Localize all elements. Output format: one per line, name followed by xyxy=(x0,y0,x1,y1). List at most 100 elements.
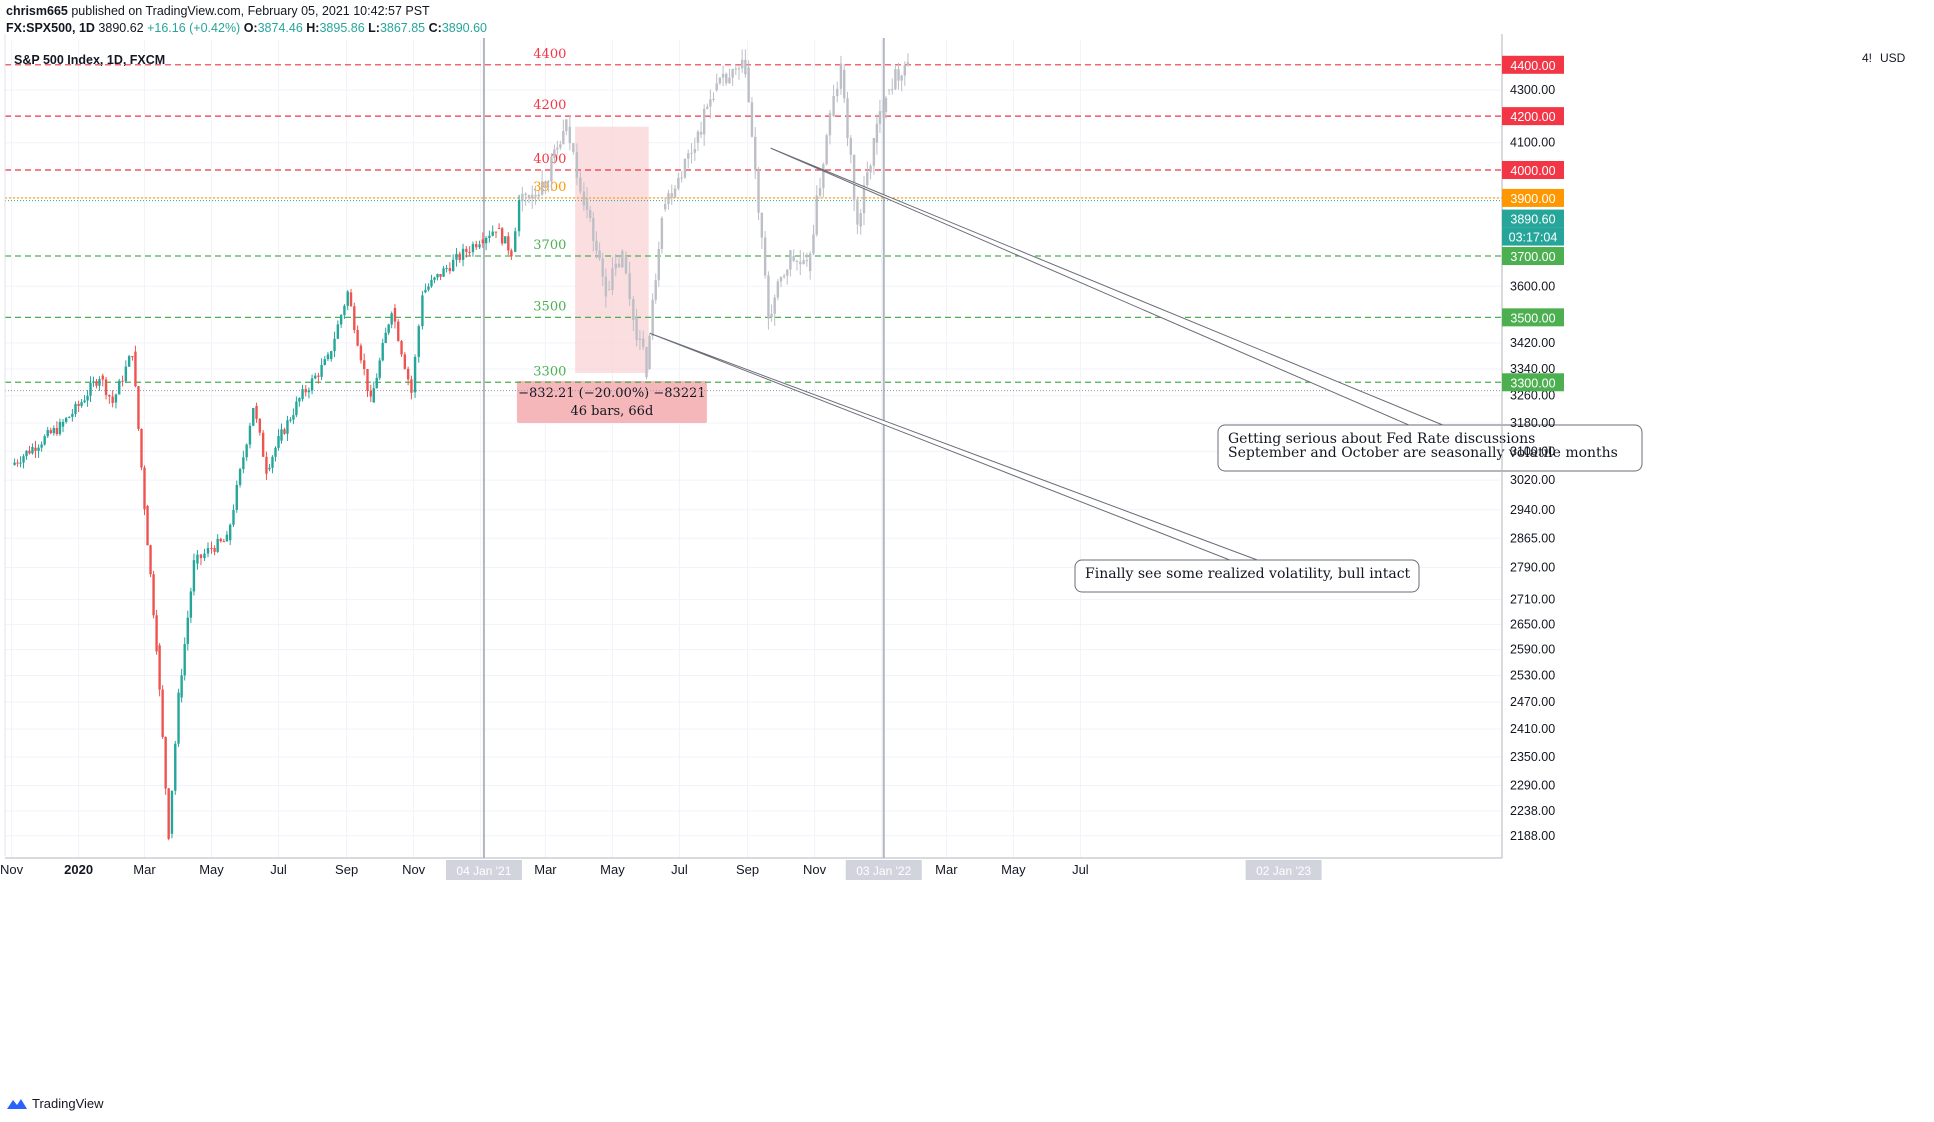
measure-label-line1: −832.21 (−20.00%) −83221 xyxy=(518,386,706,401)
candle-body xyxy=(737,68,741,70)
candle-body xyxy=(80,402,83,406)
x-tick-label: Sep xyxy=(335,862,358,877)
footer-brand: TradingView xyxy=(6,1096,104,1111)
y-axis-top-partial: 4! xyxy=(1862,51,1872,65)
y-tick-label: 3600.00 xyxy=(1510,279,1555,293)
level-price-tag xyxy=(1502,55,1564,74)
level-price-tag-text: 4400.00 xyxy=(1510,59,1555,73)
candle-body xyxy=(540,181,544,195)
countdown-tag-text: 03:17:04 xyxy=(1509,231,1558,245)
candle-body xyxy=(140,428,143,468)
candle-body xyxy=(375,377,378,389)
y-tick-label: 3340.00 xyxy=(1510,362,1555,376)
level-lines: 4400 4200 4000 3900 3700 3500 3300 xyxy=(5,38,1502,858)
candle-body xyxy=(448,268,452,272)
y-tick-label: 4100.00 xyxy=(1510,136,1555,150)
high-value: 3895.86 xyxy=(319,21,365,35)
level-price-tag xyxy=(1502,188,1564,207)
callout-text: September and October are seasonally vol… xyxy=(1228,445,1618,461)
candle-body xyxy=(314,375,317,379)
candle-body xyxy=(693,149,697,153)
candle-body xyxy=(330,351,333,360)
candle-body xyxy=(242,457,245,470)
candle-body xyxy=(900,75,903,81)
candle-body xyxy=(304,389,307,393)
symbol-label[interactable]: FX:SPX500, 1D xyxy=(6,21,95,35)
candle-body xyxy=(245,444,248,458)
candle-body xyxy=(310,378,314,391)
candle-body xyxy=(598,250,601,259)
candle-body xyxy=(595,240,598,251)
level-label: 3900 xyxy=(533,180,566,195)
candle-body xyxy=(491,231,494,236)
candle-body xyxy=(346,291,349,306)
candle-body xyxy=(632,299,635,320)
candle-body xyxy=(744,59,747,75)
candle-body xyxy=(638,338,642,341)
callout-text: Getting serious about Fed Rate discussio… xyxy=(1228,431,1535,447)
candle-body xyxy=(390,313,393,325)
x-tick-label: May xyxy=(1001,862,1026,877)
candle-body xyxy=(839,63,843,89)
y-tick-label: 2470.00 xyxy=(1510,695,1555,709)
highlight-time-bg xyxy=(1245,860,1322,880)
candle-body xyxy=(121,380,124,382)
candle-body xyxy=(604,276,608,297)
candle-body xyxy=(406,368,410,380)
candle-body xyxy=(114,394,118,403)
candle-body xyxy=(527,195,531,199)
candle-body xyxy=(343,305,346,316)
candle-body xyxy=(372,388,375,403)
candle-body xyxy=(326,354,330,360)
candle-body xyxy=(320,364,323,377)
candle-body xyxy=(52,428,56,434)
candle-body xyxy=(897,69,900,81)
level-price-tag-text: 3500.00 xyxy=(1510,311,1555,325)
publication-info: chrism665 published on TradingView.com, … xyxy=(6,4,430,18)
candle-body xyxy=(442,268,445,277)
candle-body xyxy=(339,315,343,325)
candle-body xyxy=(579,177,582,192)
candle-body xyxy=(378,360,381,378)
candle-body xyxy=(238,469,242,485)
candle-body xyxy=(170,790,174,834)
high-label: H: xyxy=(306,21,320,35)
candle-body xyxy=(747,67,750,103)
author-name[interactable]: chrism665 xyxy=(6,4,68,18)
candle-body xyxy=(718,77,722,84)
candle-body xyxy=(336,324,340,339)
candle-body xyxy=(660,217,664,250)
candle-body xyxy=(403,354,407,369)
candle-body xyxy=(280,429,283,441)
candle-body xyxy=(872,137,876,166)
candle-body xyxy=(152,574,155,616)
candle-body xyxy=(430,279,433,287)
candle-body xyxy=(143,467,146,510)
candle-body xyxy=(424,289,427,293)
annotation-realized-volatility: Finally see some realized volatility, bu… xyxy=(649,332,1420,593)
candle-body xyxy=(706,106,709,109)
footer-brand-text: TradingView xyxy=(32,1096,104,1111)
candle-body xyxy=(881,111,885,113)
candle-body xyxy=(77,403,80,406)
candle-body xyxy=(805,260,809,262)
callout-box xyxy=(1217,424,1643,472)
currency-label[interactable]: USD xyxy=(1880,51,1906,65)
candle-body xyxy=(562,131,565,145)
candle-body xyxy=(884,97,888,113)
candle-body xyxy=(478,244,481,248)
callout-text: Finally see some realized volatility, bu… xyxy=(1085,566,1411,582)
candle-body xyxy=(504,236,507,244)
candle-body xyxy=(13,462,16,465)
candle-body xyxy=(71,413,74,417)
candle-body xyxy=(852,154,856,200)
candle-body xyxy=(19,462,22,464)
candle-body xyxy=(770,313,773,318)
candle-body xyxy=(484,237,488,244)
candle-body xyxy=(192,560,196,592)
candle-body xyxy=(654,280,657,300)
x-tick-label: 2020 xyxy=(64,862,93,877)
level-label: 4400 xyxy=(533,47,566,62)
level-label: 3300 xyxy=(533,364,566,379)
